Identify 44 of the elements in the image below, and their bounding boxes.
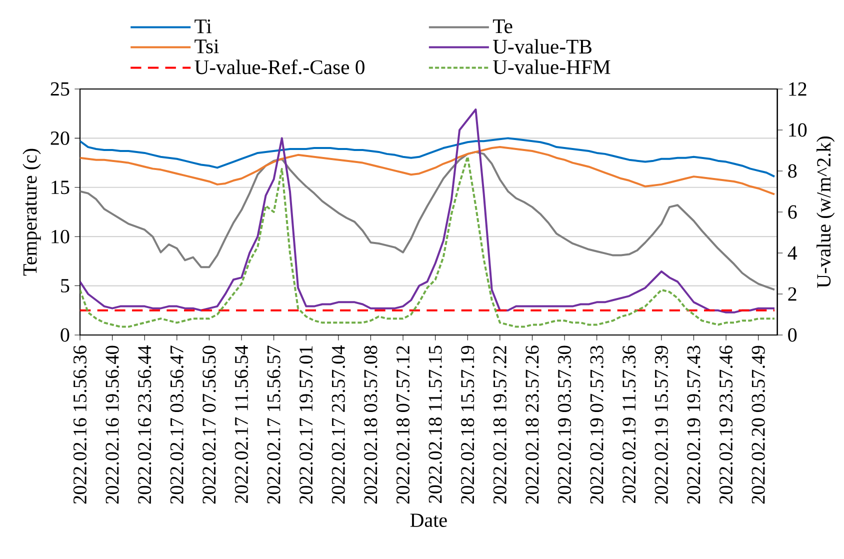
y2-tick-label: 8 [788, 164, 797, 178]
x-tick-label: 2022.02.19 19.57.43 [687, 346, 700, 504]
y2-tick-label: 2 [788, 287, 796, 301]
x-tick-label: 2022.02.18 19.57.22 [493, 346, 506, 504]
x-tick-label: 2022.02.19 11.57.36 [622, 346, 636, 503]
legend-label: Te [492, 20, 512, 34]
x-tick-label: 2022.02.17 15.56.57 [267, 346, 280, 504]
y2-tick-label: 10 [789, 123, 807, 137]
x-tick-label: 2022.02.16 23.56.44 [138, 345, 152, 504]
y-tick-label: 10 [52, 230, 70, 244]
legend-label: U-value-HFM [493, 60, 610, 74]
legend-label: Tsi [194, 39, 219, 54]
x-tick-label: 2022.02.18 23.57.26 [526, 346, 539, 504]
x-tick-label: 2022.02.18 15.57.19 [461, 346, 474, 504]
y-axis-title: Temperature (c) [22, 148, 41, 276]
legend-label: U-value-Ref.-Case 0 [194, 59, 364, 74]
x-axis-title: Date [410, 514, 447, 527]
y-tick-label: 0 [60, 328, 70, 342]
legend-label: Ti [194, 19, 212, 34]
y2-axis-title: U-value (w/m^2.k) [816, 136, 835, 288]
x-tick-label: 2022.02.18 07.57.12 [396, 346, 410, 504]
x-tick-label: 2022.02.20 03.57.49 [752, 346, 765, 504]
x-tick-label: 2022.02.17 19.57.01 [300, 346, 313, 504]
x-tick-label: 2022.02.19 15.57.39 [654, 346, 668, 504]
x-tick-label: 2022.02.16 19.56.40 [106, 346, 119, 504]
y2-tick-label: 6 [788, 205, 797, 219]
y-tick-label: 15 [52, 180, 70, 194]
y2-tick-label: 12 [789, 82, 806, 96]
x-tick-label: 2022.02.18 11.57.15 [428, 346, 442, 503]
x-tick-label: 2022.02.16 15.56.36 [73, 346, 87, 504]
y-tick-label: 20 [50, 131, 70, 145]
x-tick-label: 2022.02.17 07.56.50 [202, 346, 216, 504]
x-tick-label: 2022.02.19 07.57.33 [590, 346, 604, 504]
x-tick-label: 2022.02.19 23.57.46 [719, 346, 733, 504]
legend-label: U-value-TB [493, 39, 592, 54]
x-tick-label: 2022.02.17 11.56.54 [234, 345, 248, 503]
x-tick-label: 2022.02.17 03.56.47 [170, 346, 184, 504]
x-tick-label: 2022.02.17 23.57.04 [332, 345, 345, 504]
y2-tick-label: 4 [788, 246, 798, 260]
x-tick-label: 2022.02.19 03.57.30 [558, 346, 572, 504]
y-tick-label: 5 [61, 279, 70, 292]
x-tick-label: 2022.02.18 03.57.08 [364, 346, 378, 504]
y-tick-label: 25 [50, 82, 70, 96]
y2-tick-label: 0 [788, 328, 797, 342]
